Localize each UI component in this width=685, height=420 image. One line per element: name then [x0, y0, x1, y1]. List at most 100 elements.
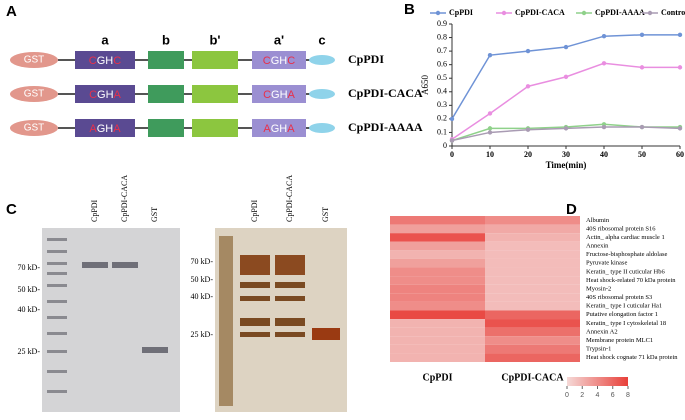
domain: [192, 85, 238, 103]
point: [525, 127, 531, 132]
motif-residue: GH: [97, 89, 114, 101]
colorbar: [567, 377, 628, 386]
c-domain: [309, 55, 335, 65]
heat-cell: [390, 258, 485, 268]
lane-label: CpPDI-CACA: [285, 175, 294, 222]
legend-label: CpPDI-AAAA: [595, 8, 645, 17]
panel-label: B: [404, 1, 415, 18]
row-label: Pyruvate kinase: [586, 260, 627, 267]
heat-cell: [485, 241, 580, 251]
point: [639, 65, 645, 70]
x-tick-label: 10: [486, 150, 494, 159]
motif-residue: GH: [271, 123, 288, 135]
heat-cell: [390, 310, 485, 320]
point: [525, 48, 531, 54]
motif-residue: C: [89, 55, 97, 67]
x-tick-label: 0: [450, 150, 454, 159]
point: [639, 32, 645, 38]
marker-label: 70 kD-: [18, 263, 41, 272]
colorbar-label: 8: [626, 392, 630, 399]
y-tick-label: 0.4: [437, 87, 447, 96]
marker-label: 50 kD-: [191, 275, 214, 284]
heat-cell: [390, 250, 485, 259]
heat-cell: [390, 241, 485, 251]
x-tick-label: 60: [676, 150, 684, 159]
tag-label: GST: [24, 55, 45, 66]
heat-cell: [390, 319, 485, 328]
y-tick-label: 0: [443, 141, 447, 150]
point: [563, 44, 569, 50]
construct-name: CpPDI-AAAA: [348, 120, 423, 134]
domain: [148, 119, 184, 137]
point: [525, 84, 531, 89]
row-label: Putative elongation factor 1: [586, 311, 658, 318]
motif-residue: A: [287, 123, 295, 135]
point: [677, 126, 683, 131]
domain: [252, 51, 306, 69]
heat-cell: [485, 353, 580, 362]
legend-marker: [435, 10, 441, 16]
motif-residue: C: [263, 89, 271, 101]
heat-cell: [485, 224, 580, 234]
motif-residue: GH: [271, 55, 288, 67]
y-tick-label: 0.2: [437, 114, 447, 123]
domain-label: a': [274, 32, 284, 47]
heat-cell: [390, 301, 485, 311]
y-tick-label: 0.7: [437, 46, 447, 55]
point: [601, 34, 607, 39]
domain-label: b': [209, 32, 220, 47]
heat-cell: [390, 336, 485, 345]
heat-cell: [485, 258, 580, 268]
marker-label: 40 kD-: [18, 305, 41, 314]
point: [639, 124, 645, 130]
panel-label: A: [6, 3, 17, 20]
motif-residue: C: [263, 55, 271, 67]
domain: [252, 119, 306, 137]
gst-tag: [10, 86, 58, 102]
y-tick-label: 0.8: [437, 32, 447, 41]
c-domain: [309, 123, 335, 133]
heat-cell: [485, 293, 580, 302]
heat-cell: [485, 233, 580, 242]
x-tick-label: 40: [600, 150, 608, 159]
point: [563, 126, 569, 131]
colorbar-label: 2: [580, 392, 584, 399]
row-label: Albumin: [586, 217, 610, 224]
y-tick-label: 0.9: [437, 19, 447, 28]
panel-label: D: [566, 201, 577, 218]
motif-residue: A: [263, 123, 271, 135]
marker-label: 50 kD-: [18, 285, 41, 294]
y-tick-label: 0.1: [437, 127, 447, 136]
row-label: Trypsin-1: [586, 346, 611, 353]
column-label: CpPDI: [422, 372, 452, 383]
colorbar-label: 6: [611, 392, 615, 399]
row-label: Actin_ alpha cardiac muscle 1: [586, 234, 665, 241]
lane-label: CpPDI: [250, 199, 259, 222]
domain: [75, 85, 135, 103]
point: [487, 52, 493, 58]
domain: [75, 51, 135, 69]
lane-label: CpPDI-CACA: [120, 175, 129, 222]
y-axis-label: A650: [420, 75, 430, 95]
motif: CGHA: [89, 89, 121, 101]
construct-name: CpPDI: [348, 52, 384, 66]
domain-label: b: [162, 32, 170, 47]
motif-residue: A: [113, 123, 121, 135]
heat-cell: [390, 224, 485, 234]
lane-label: CpPDI: [90, 199, 99, 222]
point: [449, 116, 455, 122]
colorbar-label: 0: [565, 392, 569, 399]
point: [601, 124, 607, 130]
domain-label: c: [318, 32, 325, 47]
motif: CGHC: [89, 55, 121, 67]
heat-cell: [390, 353, 485, 362]
point: [601, 61, 607, 66]
domain: [148, 51, 184, 69]
heat-cell: [485, 216, 580, 225]
legend-label: Control: [661, 8, 685, 17]
x-tick-label: 50: [638, 150, 646, 159]
column-label: CpPDI-CACA: [501, 372, 564, 383]
motif-residue: A: [114, 89, 122, 101]
c-domain: [309, 89, 335, 99]
motif-residue: C: [89, 89, 97, 101]
